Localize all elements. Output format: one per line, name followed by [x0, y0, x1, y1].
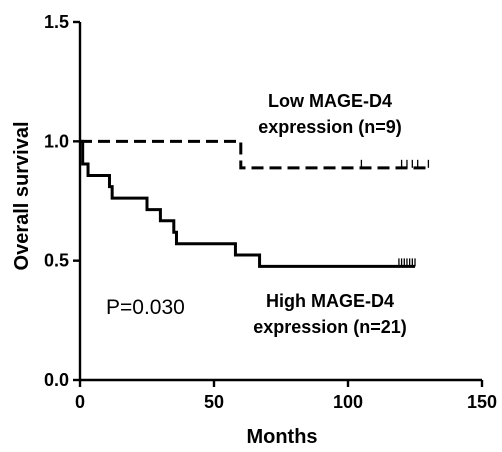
- survival-curve-series-1: [80, 139, 415, 268]
- x-axis-ticks: 0 50 100 150: [75, 380, 497, 412]
- y-axis-label: Overall survival: [11, 122, 33, 271]
- axes: 0.0 0.5 1.0 1.5 0 50 100 150: [44, 12, 497, 412]
- y-tick-label: 0.0: [44, 370, 69, 390]
- x-tick-label: 100: [333, 392, 363, 412]
- low-expression-label-line-1: Low MAGE-D4: [268, 91, 392, 111]
- x-tick-label: 0: [75, 392, 85, 412]
- plot-area: [80, 139, 432, 268]
- high-expression-label-line-1: High MAGE-D4: [266, 291, 394, 311]
- low-expression-label-line-2: expression (n=9): [258, 117, 402, 137]
- x-axis-label: Months: [246, 426, 317, 448]
- x-tick-label: 150: [467, 392, 497, 412]
- high-expression-label-line-2: expression (n=21): [253, 317, 407, 337]
- survival-curve-series-0: [80, 139, 432, 170]
- y-tick-label: 0.5: [44, 251, 69, 271]
- x-tick-label: 50: [204, 392, 224, 412]
- y-tick-label: 1.5: [44, 12, 69, 32]
- y-axis-ticks: 0.0 0.5 1.0 1.5: [44, 12, 80, 390]
- p-value-annotation: P=0.030: [106, 296, 185, 319]
- y-tick-label: 1.0: [44, 131, 69, 151]
